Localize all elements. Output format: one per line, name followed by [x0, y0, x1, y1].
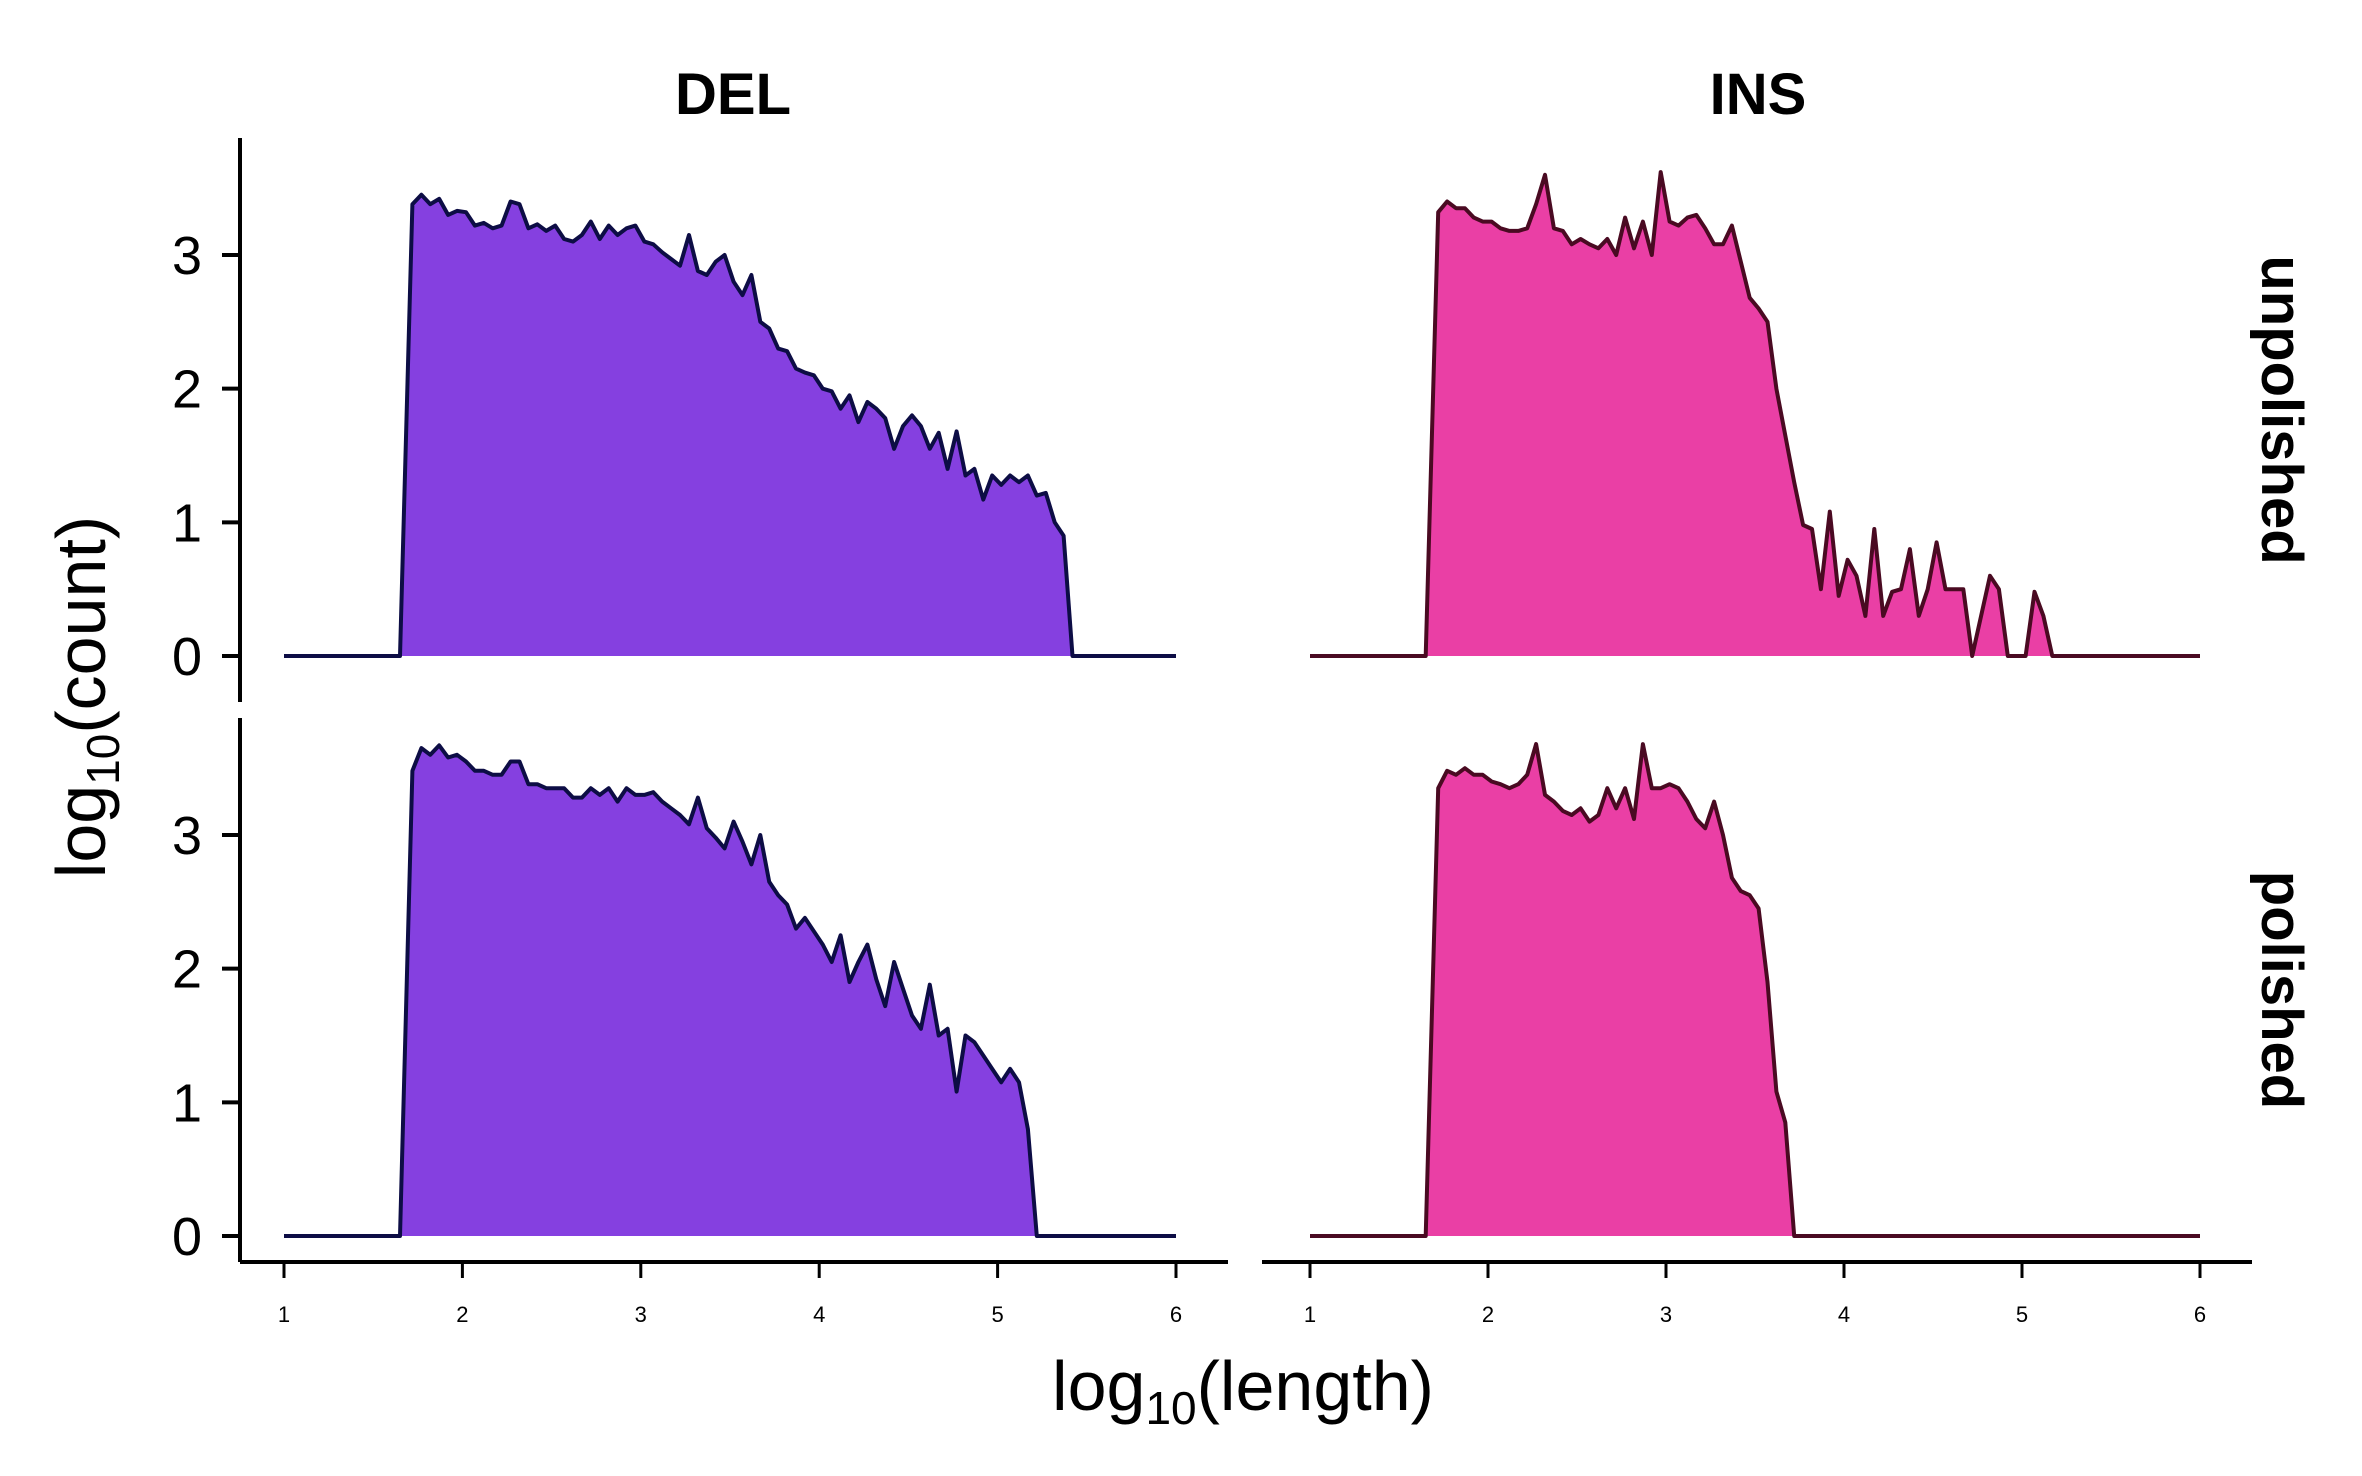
y-tick-label: 2: [172, 360, 202, 420]
x-tick-label: 2: [456, 1302, 468, 1327]
y-tick-label: 0: [172, 1207, 202, 1267]
x-tick-label: 6: [1170, 1302, 1182, 1327]
x-tick-label: 1: [278, 1302, 290, 1327]
y-axis-title-prefix: log: [42, 785, 120, 878]
y-tick-label: 1: [172, 493, 202, 553]
x-tick-label: 4: [813, 1302, 825, 1327]
axis-titles: log10(length) log10(count): [42, 516, 1434, 1434]
x-axis-title-subscript: 10: [1145, 1382, 1196, 1434]
panel-del-unpolished: [284, 192, 1176, 658]
area-fill-del-polished: [284, 745, 1176, 1236]
x-tick-label: 2: [1482, 1302, 1494, 1327]
panels: [284, 170, 2200, 1238]
area-fill-del-unpolished: [284, 194, 1176, 657]
x-tick-label: 1: [1304, 1302, 1316, 1327]
y-tick-label: 2: [172, 940, 202, 1000]
y-axis-title: log10(count): [42, 516, 129, 878]
x-axis-title-inner: length: [1220, 1347, 1411, 1425]
x-tick-label: 6: [2194, 1302, 2206, 1327]
x-tick-label: 3: [635, 1302, 647, 1327]
area-fill-ins-unpolished: [1310, 172, 2200, 656]
x-tick-label: 3: [1660, 1302, 1672, 1327]
column-strip-del: DEL: [675, 62, 791, 127]
x-tick-label: 4: [1838, 1302, 1850, 1327]
area-outline-ins-polished: [1310, 742, 2200, 1238]
row-strip-unpolished: unpolished: [2249, 255, 2314, 564]
y-axis-title-subscript: 10: [77, 734, 129, 785]
area-outline-del-polished: [284, 743, 1176, 1238]
area-outline-del-unpolished: [284, 192, 1176, 658]
y-tick-label: 1: [172, 1073, 202, 1133]
x-axis-title-prefix: log: [1052, 1347, 1145, 1425]
column-strip-ins: INS: [1710, 62, 1807, 127]
row-strip-polished: polished: [2249, 871, 2314, 1109]
area-fill-ins-polished: [1310, 744, 2200, 1236]
axes: 0 1 2 3 0 1 2 3 1 2 3 4 5 6 1 2 3 4 5 6: [172, 138, 2252, 1327]
x-axis-ins: 1 2 3 4 5 6: [1262, 1260, 2252, 1327]
facet-strips: DEL INS unpolished polished: [675, 62, 2314, 1109]
panel-ins-unpolished: [1310, 170, 2200, 658]
panel-ins-polished: [1310, 742, 2200, 1238]
y-tick-label: 0: [172, 627, 202, 687]
x-axis-del: 1 2 3 4 5 6: [240, 1260, 1228, 1327]
x-tick-label: 5: [991, 1302, 1003, 1327]
y-tick-label: 3: [172, 806, 202, 866]
panel-del-polished: [284, 743, 1176, 1238]
x-tick-label: 5: [2016, 1302, 2028, 1327]
y-axis-title-inner: count: [42, 539, 120, 710]
area-outline-ins-unpolished: [1310, 170, 2200, 658]
x-axis-title: log10(length): [1052, 1347, 1434, 1434]
y-axis-unpolished: 0 1 2 3: [172, 138, 242, 702]
y-tick-label: 3: [172, 226, 202, 286]
y-axis-polished: 0 1 2 3: [172, 718, 242, 1267]
